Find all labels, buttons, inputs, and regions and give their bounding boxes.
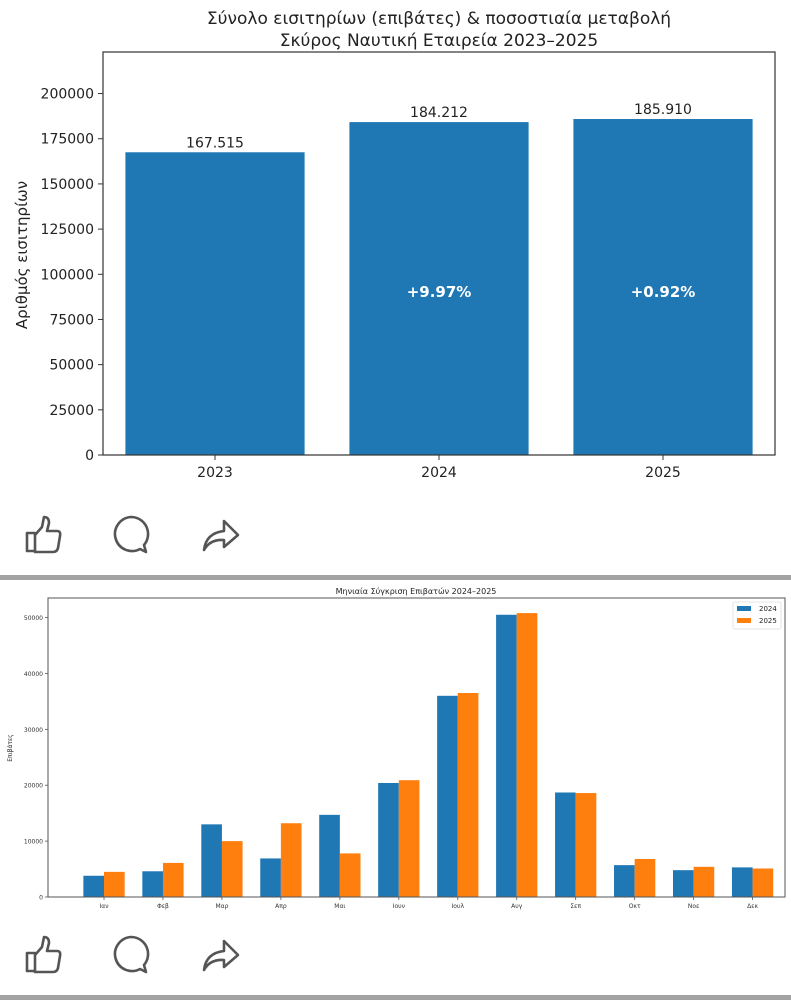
bar-2024-Μαρ (201, 824, 222, 897)
speech-bubble-icon (113, 515, 150, 554)
bar-2024-Ιουν (378, 782, 399, 897)
legend-swatch-2024 (737, 606, 751, 611)
bar-2025-Ιουν (398, 780, 420, 897)
bar-2025-Μαρ (221, 841, 243, 897)
bar-2025-Φεβ (162, 862, 184, 897)
bar-2024-Ιουλ (437, 695, 458, 897)
x-tick-label: Ιουλ (452, 903, 465, 910)
bar-2025-Ιαν (104, 871, 125, 897)
bar-change-label: +9.97% (407, 283, 472, 301)
monthly-comparison-chart: Μηνιαία Σύγκριση Επιβατών 2024–2025 Επιβ… (7, 586, 786, 910)
bar-2025-Δεκ (752, 868, 774, 897)
share-arrow-icon (202, 519, 240, 552)
bar-2024-Μαι (319, 814, 340, 897)
x-tick-label: Φεβ (157, 903, 169, 910)
speech-bubble-icon (113, 935, 150, 974)
bar-2025-Αυγ (516, 613, 538, 897)
bar-2025-Σεπ (575, 793, 597, 897)
x-tick-label: Σεπ (570, 903, 581, 910)
chart2-legend: 2024 2025 (732, 601, 782, 630)
x-tick-label: Νοε (688, 903, 699, 910)
x-tick-label: Δεκ (747, 903, 758, 910)
chart2-ylabel: Επιβάτες (7, 734, 14, 762)
x-tick-label: Ιουν (393, 903, 406, 910)
bar-value-label: 185.910 (634, 102, 692, 118)
comment-button[interactable] (110, 933, 154, 977)
chart1-ylabel: Αριθμός εισιτηρίων (13, 181, 31, 329)
comment-button[interactable] (110, 513, 154, 557)
y-tick-label: 125000 (41, 222, 94, 238)
post-actions-1 (0, 510, 791, 570)
x-tick-label: 2025 (645, 465, 681, 481)
chart2-x-axis: Ιαν Φεβ Μαρ Απρ Μαι Ιουν Ιουλ Αυγ Σεπ Οκτ Νοε Δεκ (99, 897, 758, 910)
y-tick-label: 25000 (49, 403, 94, 419)
share-button[interactable] (198, 933, 242, 977)
chart1-x-axis: 2023 2024 2025 (197, 455, 681, 481)
legend-swatch-2025 (737, 618, 751, 623)
post-divider (0, 995, 791, 1000)
bar-value-label: 184.212 (410, 105, 468, 121)
bar-2024-Νοε (672, 870, 694, 897)
bar-2024-Αυγ (496, 614, 517, 897)
bar-2025-Μαι (339, 853, 361, 897)
post-divider (0, 575, 791, 580)
bar-2025-Νοε (693, 866, 715, 897)
bar-2024-Ιαν (83, 875, 105, 897)
y-tick-label: 20000 (24, 783, 43, 790)
x-tick-label: Αυγ (511, 903, 523, 910)
bar-2025-Απρ (280, 823, 302, 897)
x-tick-label: Απρ (275, 903, 287, 910)
share-arrow-icon (202, 939, 240, 972)
y-tick-label: 50000 (49, 358, 94, 374)
bar-2024-Απρ (260, 858, 281, 897)
chart2-y-axis: 0 10000 20000 30000 40000 50000 (24, 615, 48, 902)
chart1-bars: 167.515 184.212 +9.97% 185.910 +0.92% (125, 102, 753, 456)
total-tickets-chart: Σύνολο εισιτηρίων (επιβάτες) & ποσοστιαί… (13, 9, 776, 481)
bar-2024-Σεπ (555, 792, 576, 897)
like-button[interactable] (22, 933, 66, 977)
y-tick-label: 50000 (24, 615, 43, 622)
y-tick-label: 100000 (41, 267, 94, 283)
bar-2025-Οκτ (634, 858, 656, 897)
bar-2024-Δεκ (731, 867, 753, 897)
x-tick-label: 2024 (421, 465, 457, 481)
bar-value-label: 167.515 (186, 135, 244, 151)
bar-2024-Οκτ (614, 865, 635, 897)
chart1-y-axis: 0 25000 50000 75000 100000 125000 150000 175000… (41, 87, 103, 464)
y-tick-label: 40000 (24, 671, 43, 678)
chart1-title: Σύνολο εισιτηρίων (επιβάτες) & ποσοστιαί… (207, 9, 671, 29)
bar-change-label: +0.92% (631, 283, 696, 301)
share-button[interactable] (198, 513, 242, 557)
thumbs-up-icon (25, 515, 62, 554)
chart1-plot-frame (102, 51, 776, 456)
y-tick-label: 10000 (24, 839, 43, 846)
y-tick-label: 0 (85, 448, 94, 464)
bar-2024 (349, 122, 529, 455)
y-tick-label: 175000 (41, 132, 94, 148)
legend-label-2024: 2024 (759, 605, 777, 613)
bar-2023 (125, 152, 305, 455)
thumbs-up-icon (25, 935, 62, 974)
chart2-plot-frame (47, 597, 786, 898)
bar-2025-Ιουλ (457, 693, 479, 897)
y-tick-label: 0 (39, 895, 43, 902)
chart1-subtitle: Σκύρος Ναυτική Εταιρεία 2023–2025 (280, 31, 598, 51)
y-tick-label: 75000 (49, 312, 94, 328)
y-tick-label: 30000 (24, 727, 43, 734)
x-tick-label: Μαρ (215, 903, 228, 910)
chart2-bars (83, 613, 774, 897)
chart2-title: Μηνιαία Σύγκριση Επιβατών 2024–2025 (336, 586, 497, 596)
bar-2025 (573, 119, 753, 456)
legend-label-2025: 2025 (759, 617, 777, 625)
x-tick-label: Οκτ (629, 903, 641, 910)
y-tick-label: 150000 (41, 177, 94, 193)
like-button[interactable] (22, 513, 66, 557)
post-actions-2 (0, 930, 791, 990)
x-tick-label: Ιαν (99, 903, 109, 910)
bar-2024-Φεβ (142, 871, 163, 897)
y-tick-label: 200000 (41, 87, 94, 103)
x-tick-label: Μαι (334, 903, 345, 910)
x-tick-label: 2023 (197, 465, 233, 481)
